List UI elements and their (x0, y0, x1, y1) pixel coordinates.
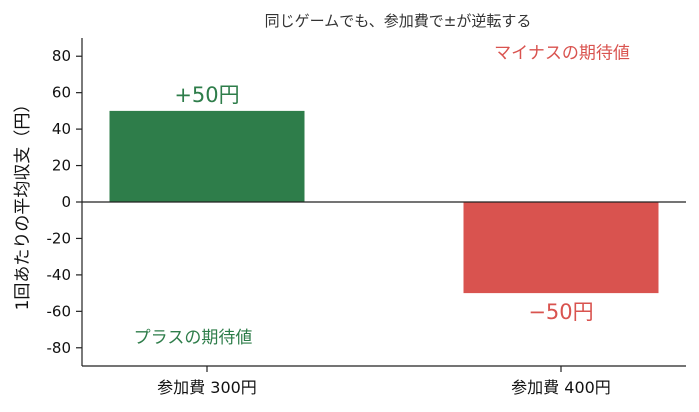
annotation-2: プラスの期待値 (134, 328, 253, 348)
y-tick-label: 20 (52, 157, 71, 175)
y-tick-label: -60 (47, 302, 72, 320)
y-axis-label: 1回あたりの平均収支（円） (13, 96, 33, 311)
bar-2 (463, 202, 659, 294)
y-tick-label: 40 (52, 120, 71, 138)
y-tick-label: -20 (47, 229, 72, 247)
y-tick-label: -40 (47, 266, 72, 284)
y-tick-label: 0 (61, 193, 71, 211)
y-tick-label: 60 (52, 84, 71, 102)
y-tick-label: 80 (52, 47, 71, 65)
x-tick-label: 参加費 300円 (157, 378, 257, 397)
chart-title: 同じゲームでも、参加費で±が逆転する (265, 12, 532, 30)
annotation-1: マイナスの期待値 (494, 44, 630, 64)
x-tick-label: 参加費 400円 (511, 378, 611, 397)
y-tick-label: -80 (47, 339, 72, 357)
plot-area: -80 -60 -40 -20 0 20 40 60 80 参加費 300円 参加費 400円 +50… (47, 38, 686, 397)
bar-1 (109, 110, 305, 202)
data-label-2: −50円 (528, 300, 593, 324)
data-label-1: +50円 (174, 83, 239, 107)
